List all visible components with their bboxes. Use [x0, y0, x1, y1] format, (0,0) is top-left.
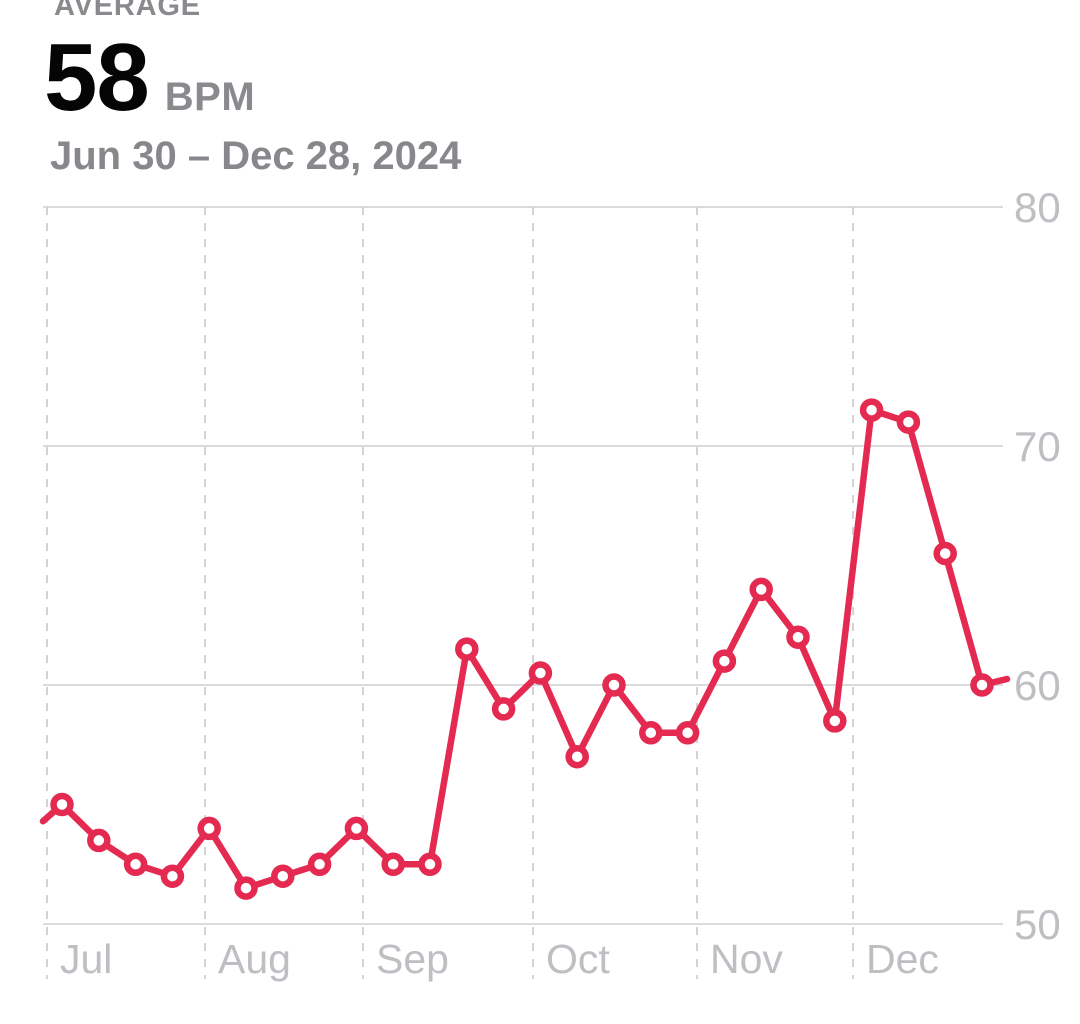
month-label: Dec: [866, 936, 939, 982]
data-point: [344, 816, 369, 841]
month-label: Oct: [546, 936, 610, 982]
month-label: Sep: [376, 936, 449, 982]
data-point: [749, 577, 773, 602]
month-label: Jul: [60, 936, 112, 982]
data-point: [455, 637, 479, 661]
y-axis-label: 80: [1014, 184, 1061, 231]
metric-unit: BPM: [164, 75, 256, 119]
data-point: [639, 721, 663, 745]
month-label: Aug: [218, 936, 291, 982]
data-point: [565, 744, 589, 769]
month-label: Nov: [710, 936, 783, 982]
data-point: [970, 673, 994, 697]
data-point: [381, 852, 405, 877]
y-axis-label: 70: [1014, 423, 1061, 470]
data-point: [234, 876, 258, 900]
metric-value-row: 58 BPM: [44, 30, 255, 126]
data-point: [87, 828, 111, 853]
data-point: [602, 673, 626, 697]
data-point: [271, 864, 295, 888]
y-axis-label: 50: [1014, 901, 1061, 948]
data-point: [823, 709, 847, 733]
data-point: [160, 864, 185, 888]
data-point: [896, 410, 921, 434]
data-point: [418, 852, 442, 877]
data-point: [123, 852, 148, 877]
metric-value: 58: [44, 24, 150, 131]
data-point: [50, 792, 74, 817]
data-point: [491, 697, 516, 721]
date-range-label: Jun 30 – Dec 28, 2024: [50, 134, 462, 178]
data-point: [859, 398, 884, 422]
trend-line: [39, 406, 1011, 892]
data-point: [197, 816, 221, 841]
data-point: [307, 852, 332, 877]
data-point: [528, 661, 553, 685]
data-point: [675, 721, 700, 745]
data-point: [786, 625, 810, 649]
data-point: [712, 649, 737, 673]
y-axis-label: 60: [1014, 662, 1061, 709]
metric-type-label: AVERAGE: [54, 0, 201, 22]
data-point: [933, 541, 957, 566]
